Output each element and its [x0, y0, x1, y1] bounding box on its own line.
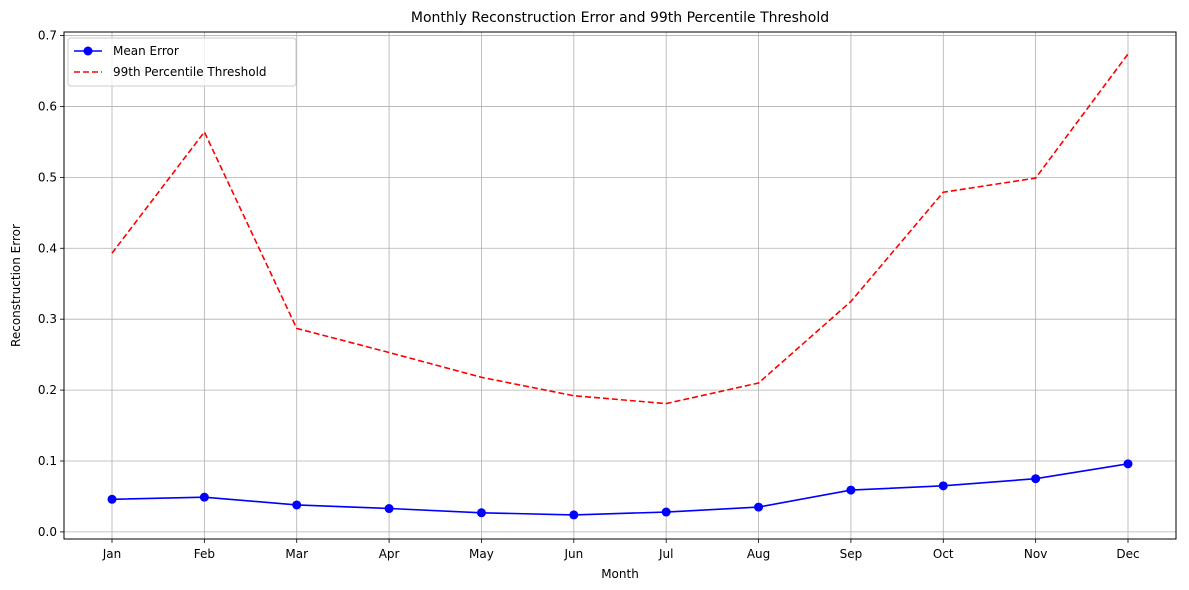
series-line-1 [111, 463, 1129, 516]
series-layer [107, 53, 1133, 520]
ticks: Jan Feb Mar Apr May Jun Jul Aug Sep Oct Nov Dec 0.0 0… [38, 29, 1140, 561]
series-1-point [292, 500, 302, 510]
y-tick-label: 0.3 [38, 312, 57, 326]
chart-title: Monthly Reconstruction Error and 99th Pe… [411, 10, 829, 26]
x-tick-label: Oct [933, 547, 954, 561]
x-tick-label: Jan [102, 547, 122, 561]
series-1-point [1123, 459, 1133, 469]
series-1-point [107, 494, 117, 504]
y-tick-label: 0.6 [38, 99, 57, 113]
y-tick-label: 0.2 [38, 383, 57, 397]
x-tick-label: Nov [1024, 547, 1047, 561]
series-1-point [938, 481, 948, 491]
y-tick-label: 0.7 [38, 29, 57, 43]
y-tick-label: 0.1 [38, 454, 57, 468]
series-1-point [754, 502, 764, 512]
series-1-point [1031, 474, 1041, 484]
x-tick-label: Mar [285, 547, 308, 561]
x-tick-label: May [469, 547, 494, 561]
series-line-2 [111, 53, 1129, 405]
y-tick-label: 0.5 [38, 170, 57, 184]
x-tick-label: Feb [194, 547, 215, 561]
grid [64, 32, 1176, 539]
x-tick-label: Sep [840, 547, 863, 561]
x-tick-label: Jul [658, 547, 673, 561]
series-1-point [569, 510, 579, 520]
x-tick-label: Apr [379, 547, 400, 561]
series-1-point [384, 504, 394, 514]
plot-frame [63, 31, 1177, 540]
legend-marker-1 [83, 46, 93, 56]
legend-label-2: 99th Percentile Threshold [113, 65, 267, 79]
x-tick-label: Aug [747, 547, 770, 561]
y-axis-label: Reconstruction Error [9, 224, 23, 347]
legend: Mean Error 99th Percentile Threshold [67, 37, 297, 87]
x-tick-label: Dec [1116, 547, 1139, 561]
y-tick-label: 0.4 [38, 241, 57, 255]
legend-label-1: Mean Error [113, 44, 179, 58]
series-1-point [476, 508, 486, 518]
x-tick-label: Jun [563, 547, 583, 561]
x-axis-label: Month [601, 567, 639, 581]
series-1-point [661, 507, 671, 517]
series-1-point [199, 492, 209, 502]
y-tick-label: 0.0 [38, 525, 57, 539]
series-1-point [846, 485, 856, 495]
legend-box [67, 37, 297, 87]
